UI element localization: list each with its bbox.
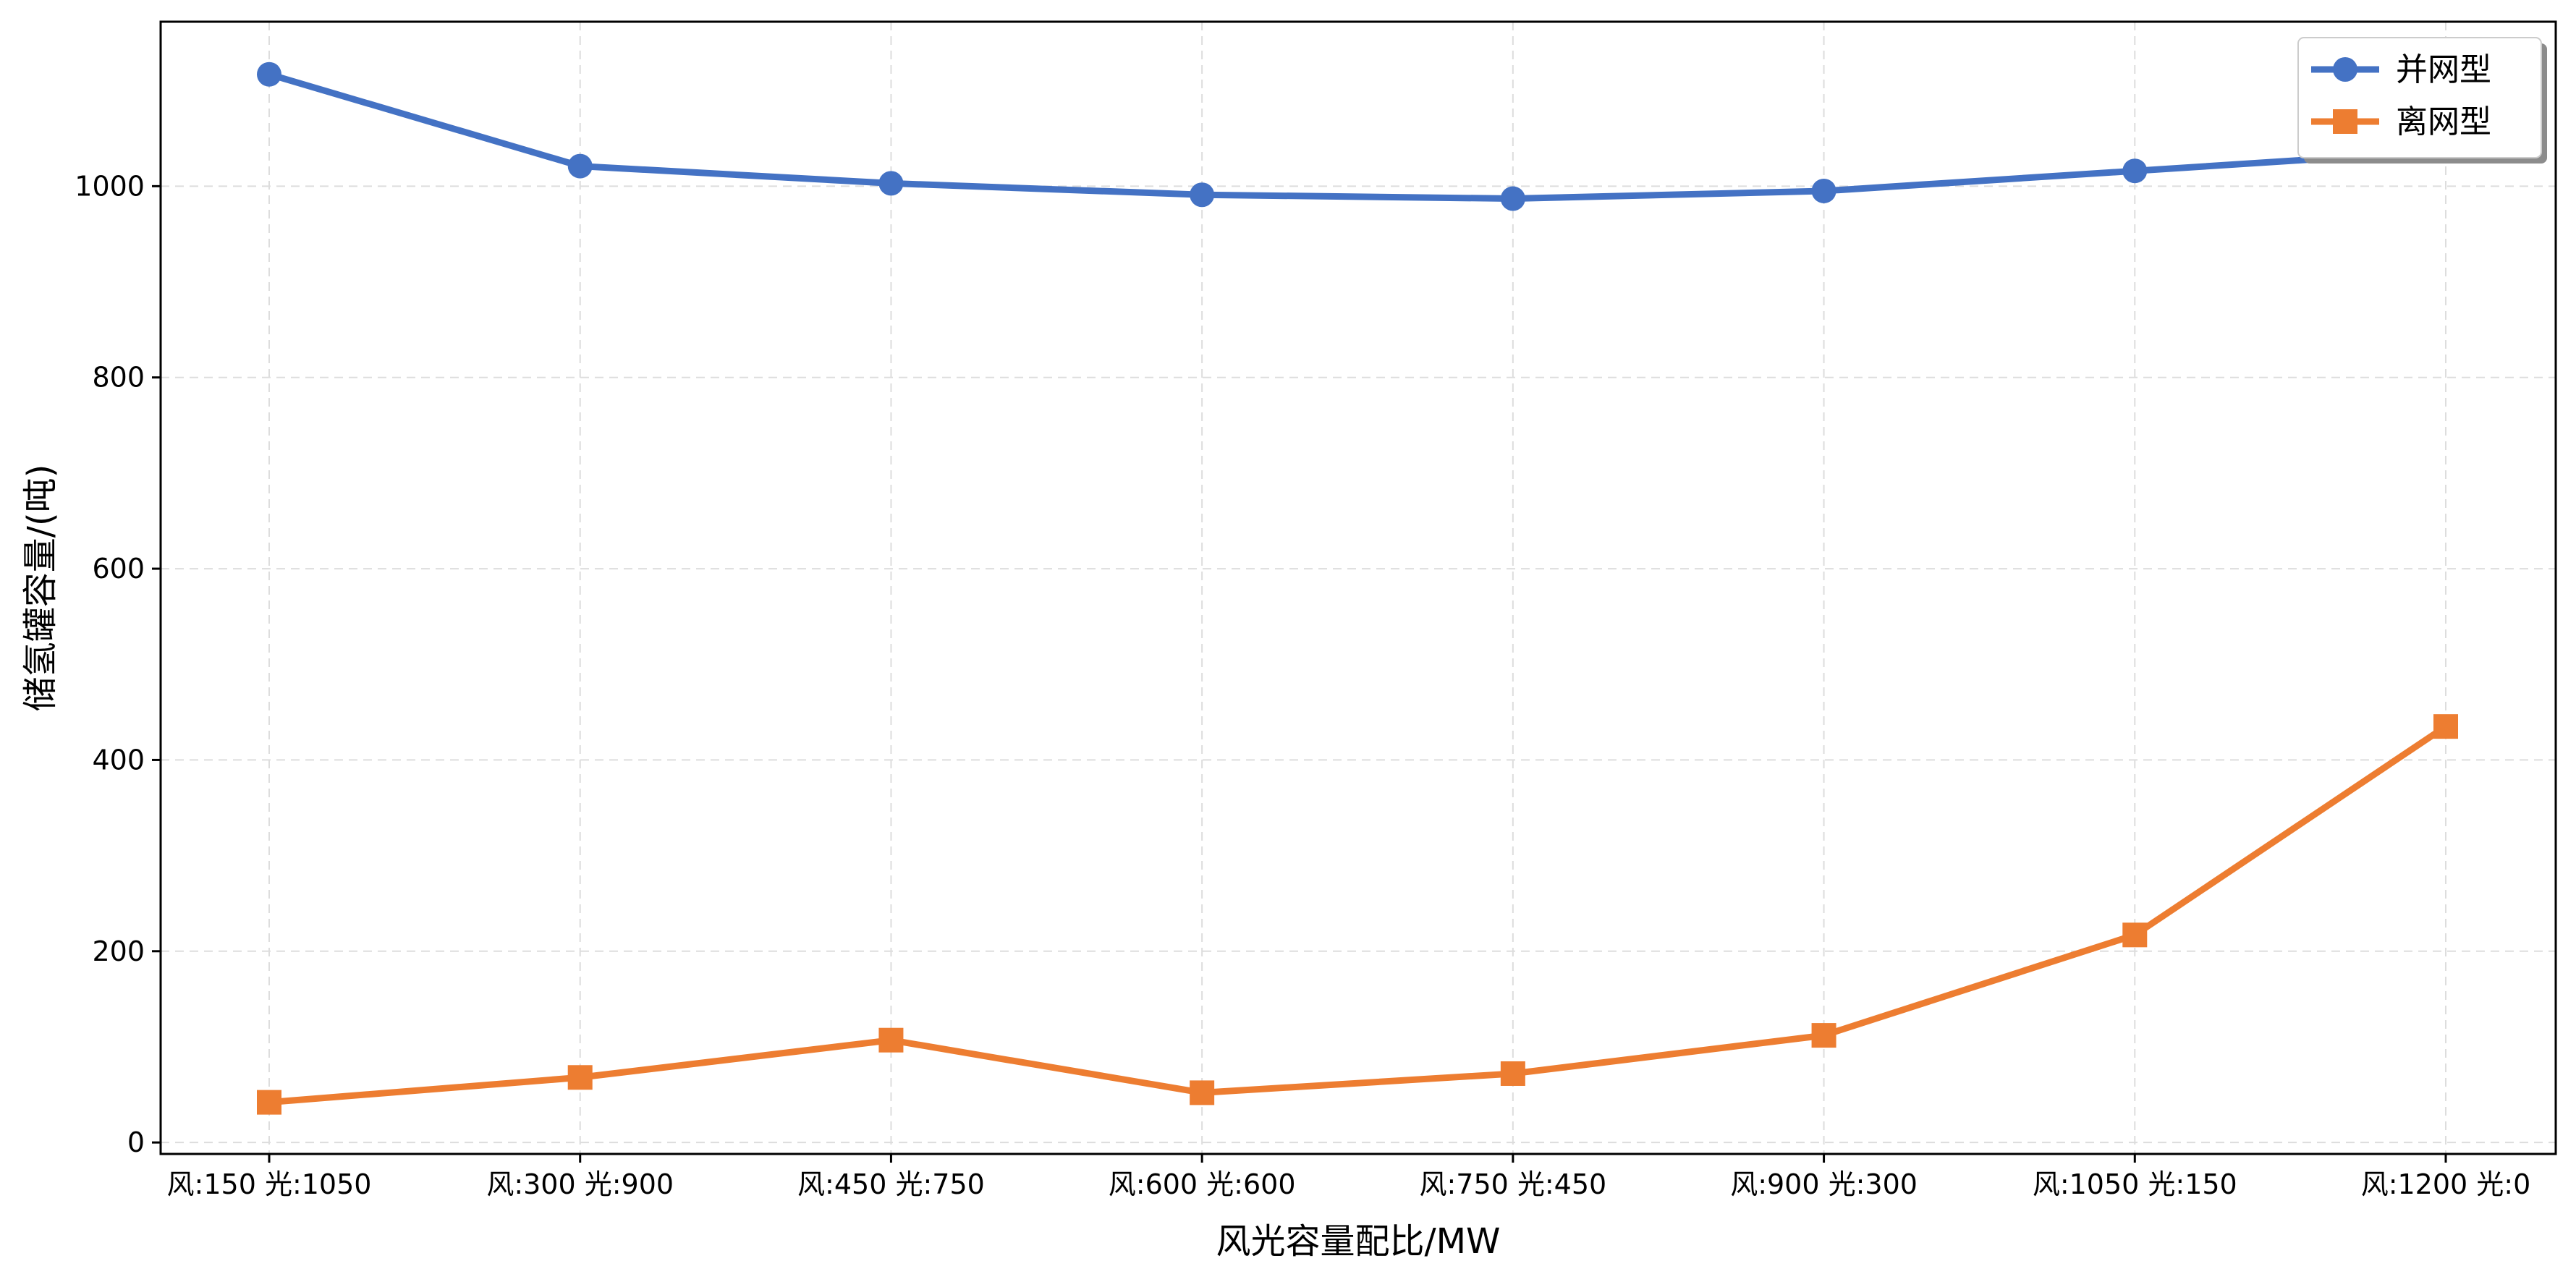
data-point — [1190, 1080, 1215, 1105]
data-point — [2433, 714, 2458, 739]
legend-marker — [2333, 109, 2357, 134]
series-line — [266, 71, 2449, 203]
legend-label: 并网型 — [2396, 51, 2491, 88]
plot-frame — [159, 20, 2557, 1155]
legend-entry: 离网型 — [2311, 103, 2491, 140]
grid — [161, 22, 2556, 1154]
series-2 — [257, 714, 2458, 1115]
data-point — [878, 171, 904, 196]
data-point — [1811, 178, 1836, 203]
y-tick-label: 600 — [92, 553, 145, 585]
x-tick-label: 风:450 光:750 — [797, 1168, 985, 1200]
legend-marker — [2333, 57, 2357, 82]
data-point — [1811, 1023, 1836, 1048]
legend-label: 离网型 — [2396, 103, 2491, 140]
data-point — [567, 1065, 593, 1090]
ticks: 0 200 400 600 800 1000 风:150 光:1050 风:300 光:900… — [75, 170, 2530, 1200]
y-tick-label: 200 — [92, 935, 145, 967]
data-point — [1500, 186, 1525, 211]
data-point — [257, 1090, 281, 1115]
y-tick-label: 0 — [127, 1126, 145, 1158]
legend-entry: 并网型 — [2311, 51, 2491, 88]
y-axis-title: 储氢罐容量/(吨) — [20, 464, 61, 712]
y-tick-label: 400 — [92, 744, 145, 776]
x-tick-label: 风:1050 光:150 — [2033, 1168, 2237, 1200]
x-tick-label: 风:300 光:900 — [486, 1168, 674, 1200]
data-point — [567, 153, 593, 179]
data-point — [2122, 158, 2148, 184]
data-point — [1500, 1061, 1525, 1086]
x-tick-label: 风:150 光:1050 — [167, 1168, 372, 1200]
x-tick-label: 风:900 光:300 — [1730, 1168, 1918, 1200]
series-line — [266, 723, 2449, 1106]
y-tick-label: 800 — [92, 362, 145, 394]
data-point — [878, 1027, 904, 1053]
data-point — [257, 61, 281, 87]
y-tick-label: 1000 — [75, 170, 145, 202]
x-tick-label: 风:750 光:450 — [1419, 1168, 1606, 1200]
x-tick-label: 风:600 光:600 — [1109, 1168, 1296, 1200]
x-tick-label: 风:1200 光:0 — [2361, 1168, 2531, 1200]
data-point — [2122, 922, 2148, 948]
data-point — [1190, 182, 1215, 208]
x-axis-title: 风光容量配比/MW — [1216, 1221, 1500, 1262]
series-layer — [257, 61, 2458, 1115]
